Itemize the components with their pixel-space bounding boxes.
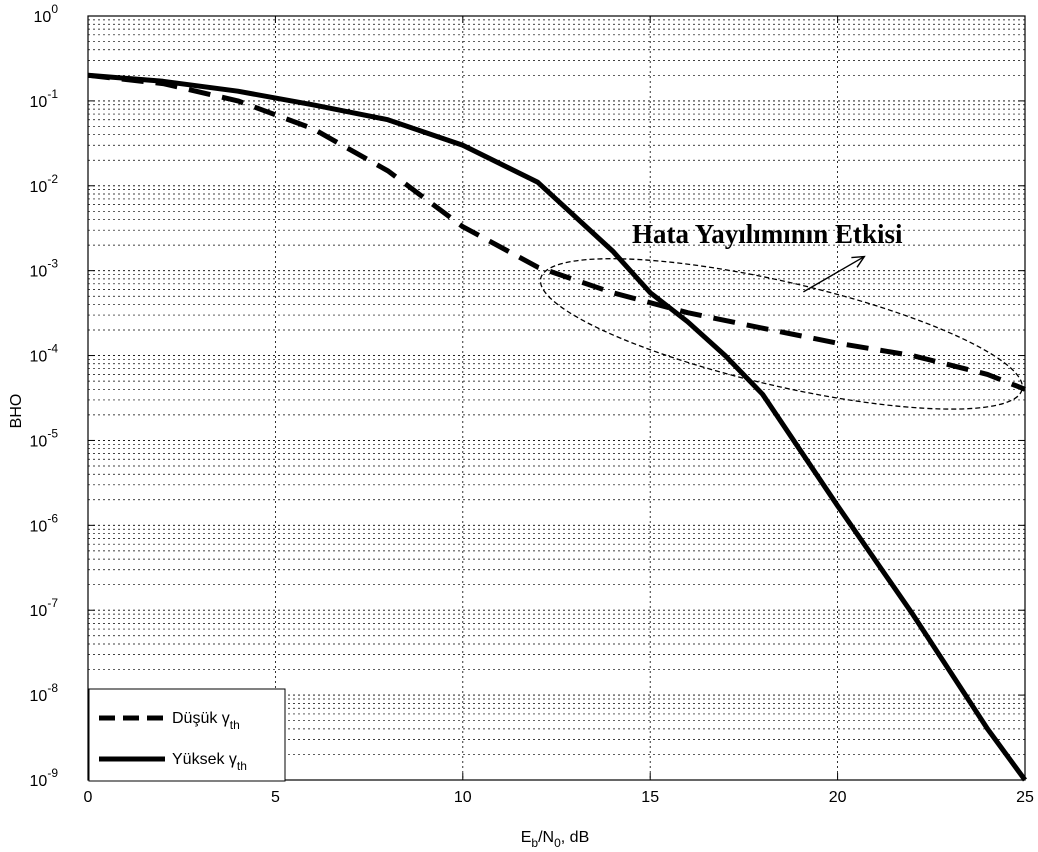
y-tick-exp: -4 [47,342,58,356]
y-tick-exp: -5 [47,426,58,440]
x-axis-label: Eb/N0, dB [521,829,590,850]
y-tick-label: 10-5 [30,426,59,450]
y-tick-label: 10-7 [30,596,59,620]
annotation-ellipse [539,258,1023,410]
x-tick-label: 0 [84,789,93,806]
x-tick-label: 25 [1016,789,1034,806]
series-group [87,72,1028,782]
x-tick-label: 10 [454,789,472,806]
x-label-sub-0: 0 [554,836,561,850]
series-line-1 [87,72,1028,782]
x-label-e: E [521,829,532,846]
legend-label-dusuk-sub: th [230,718,240,732]
y-tick-exp: 0 [51,2,58,16]
annotation-arrow-head [851,255,866,268]
x-tick-label: 5 [271,789,280,806]
legend-label-yuksek: Yüksek γth [172,751,247,773]
y-tick-base: 10 [34,9,52,26]
series-line-0 [87,72,1026,392]
y-tick-exp: -6 [47,511,58,525]
x-label-sub-b: b [531,836,538,850]
y-tick-exp: -3 [47,257,58,271]
x-label-n: /N [538,829,554,846]
y-tick-label: 10-9 [30,766,59,790]
y-tick-exp: -7 [47,596,58,610]
legend-label-yuksek-main: Yüksek γ [172,751,237,768]
x-tick-label: 20 [829,789,847,806]
y-axis-label: BHO [8,394,25,429]
plot-frame [87,15,1026,781]
y-tick-base: 10 [30,603,48,620]
y-tick-base: 10 [30,349,48,366]
y-tick-exp: -2 [47,172,58,186]
y-tick-exp: -8 [47,681,58,695]
y-tick-label: 10-4 [30,342,59,366]
x-tick-label: 15 [641,789,659,806]
y-tick-label: 10-1 [30,87,59,111]
y-tick-base: 10 [30,688,48,705]
legend-box [88,688,286,782]
y-tick-label: 10-8 [30,681,59,705]
annotation-text: Hata Yayılımının Etkisi [632,219,903,249]
y-tick-base: 10 [30,264,48,281]
y-tick-label: 10-2 [30,172,59,196]
annotation-group: Hata Yayılımının Etkisi [539,219,1023,410]
y-tick-base: 10 [30,773,48,790]
y-tick-exp: -1 [47,87,58,101]
y-tick-label: 100 [34,2,59,26]
axis-ticks: 0 5 10 15 20 2510010-110-210-310-410-510-610-… [30,2,1034,806]
legend-label-dusuk: Düşük γth [172,710,240,732]
annotation-arrow-shaft [803,255,865,293]
y-tick-base: 10 [30,94,48,111]
legend-label-yuksek-sub: th [237,759,247,773]
y-tick-base: 10 [30,518,48,535]
legend-label-dusuk-main: Düşük γ [172,710,230,727]
y-tick-exp: -9 [47,766,58,780]
y-tick-base: 10 [30,433,48,450]
x-label-db: , dB [561,829,589,846]
y-tick-label: 10-6 [30,511,59,535]
y-tick-base: 10 [30,179,48,196]
legend: Düşük γth Yüksek γth [88,688,286,782]
y-tick-label: 10-3 [30,257,59,281]
